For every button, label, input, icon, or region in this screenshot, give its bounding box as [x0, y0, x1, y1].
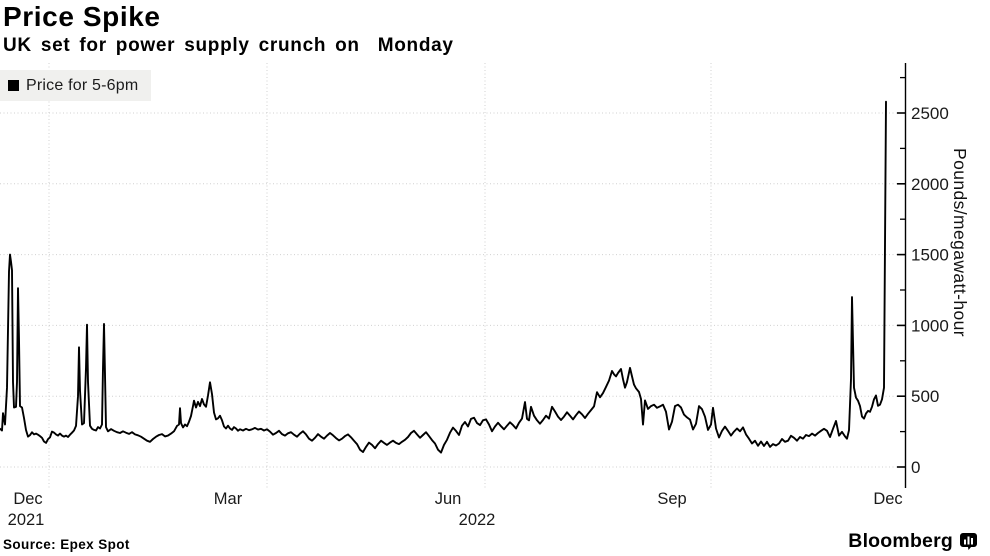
y-tick-label: 1000: [911, 316, 949, 335]
source-note: Source: Epex Spot: [3, 537, 130, 552]
y-tick-labels: 0 500 1000 1500 2000 2500: [911, 104, 949, 477]
x-tick-label: Dec: [13, 490, 42, 508]
legend: Price for 5-6pm: [0, 70, 152, 101]
x-tick-label: Jun: [435, 490, 462, 508]
y-axis-title: Pounds/megawatt-hour: [950, 148, 970, 337]
price-line: [0, 100, 887, 454]
legend-swatch-icon: [8, 80, 19, 91]
legend-label: Price for 5-6pm: [26, 76, 139, 94]
bloomberg-brand: Bloomberg: [848, 530, 977, 553]
x-tick-label: Dec: [873, 490, 902, 508]
bloomberg-wordmark: Bloomberg: [848, 530, 953, 552]
y-tick-label: 0: [911, 458, 920, 477]
y-tick-label: 2500: [911, 104, 949, 123]
x-year-label: 2021: [8, 511, 45, 529]
y-tick-label: 1500: [911, 246, 949, 265]
h-gridlines: [0, 112, 905, 468]
x-tick-label: Sep: [657, 490, 686, 508]
chart-header: Price Spike UK set for power supply crun…: [3, 0, 454, 58]
bloomberg-icon: [960, 533, 977, 550]
x-year-label: 2022: [459, 511, 496, 529]
chart-subtitle: UK set for power supply crunch on Monday: [3, 35, 454, 56]
y-tick-label: 2000: [911, 175, 949, 194]
y-tick-marks: [897, 76, 905, 468]
x-tick-label: Mar: [214, 490, 243, 508]
v-gridlines: [48, 63, 712, 488]
y-tick-label: 500: [911, 387, 939, 406]
chart-title: Price Spike: [3, 1, 161, 32]
x-tick-labels: Dec Mar Jun Sep Dec 2021 2022: [8, 490, 903, 529]
